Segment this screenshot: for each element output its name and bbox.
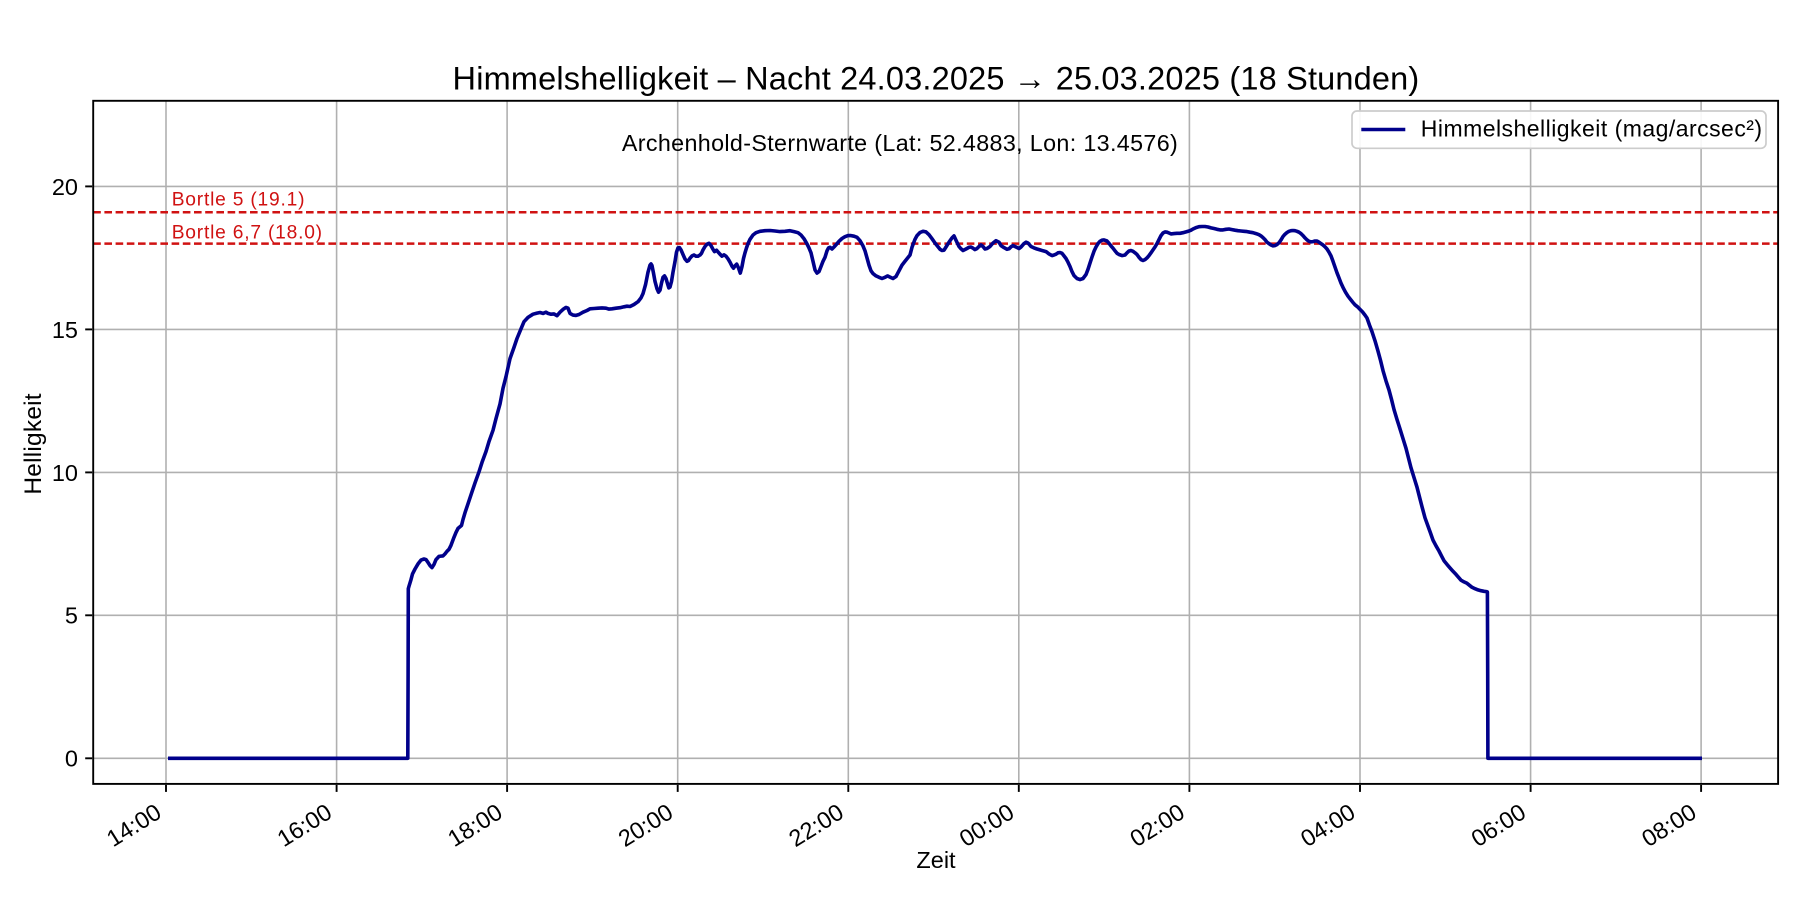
svg-text:20: 20 <box>52 174 78 200</box>
svg-text:Bortle 6,7 (18.0): Bortle 6,7 (18.0) <box>172 223 323 244</box>
svg-text:10: 10 <box>52 460 78 486</box>
svg-text:15: 15 <box>52 317 78 343</box>
svg-text:0: 0 <box>65 746 78 772</box>
svg-text:Himmelshelligkeit (mag/arcsec²: Himmelshelligkeit (mag/arcsec²) <box>1421 116 1763 142</box>
svg-text:Archenhold-Sternwarte (Lat: 52: Archenhold-Sternwarte (Lat: 52.4883, Lon… <box>622 130 1178 156</box>
svg-text:Bortle 5 (19.1): Bortle 5 (19.1) <box>172 190 306 211</box>
svg-text:Helligkeit: Helligkeit <box>20 393 47 494</box>
svg-text:Zeit: Zeit <box>916 847 956 873</box>
svg-text:5: 5 <box>65 603 78 629</box>
svg-text:Himmelshelligkeit – Nacht 24.0: Himmelshelligkeit – Nacht 24.03.2025 → 2… <box>453 61 1420 97</box>
